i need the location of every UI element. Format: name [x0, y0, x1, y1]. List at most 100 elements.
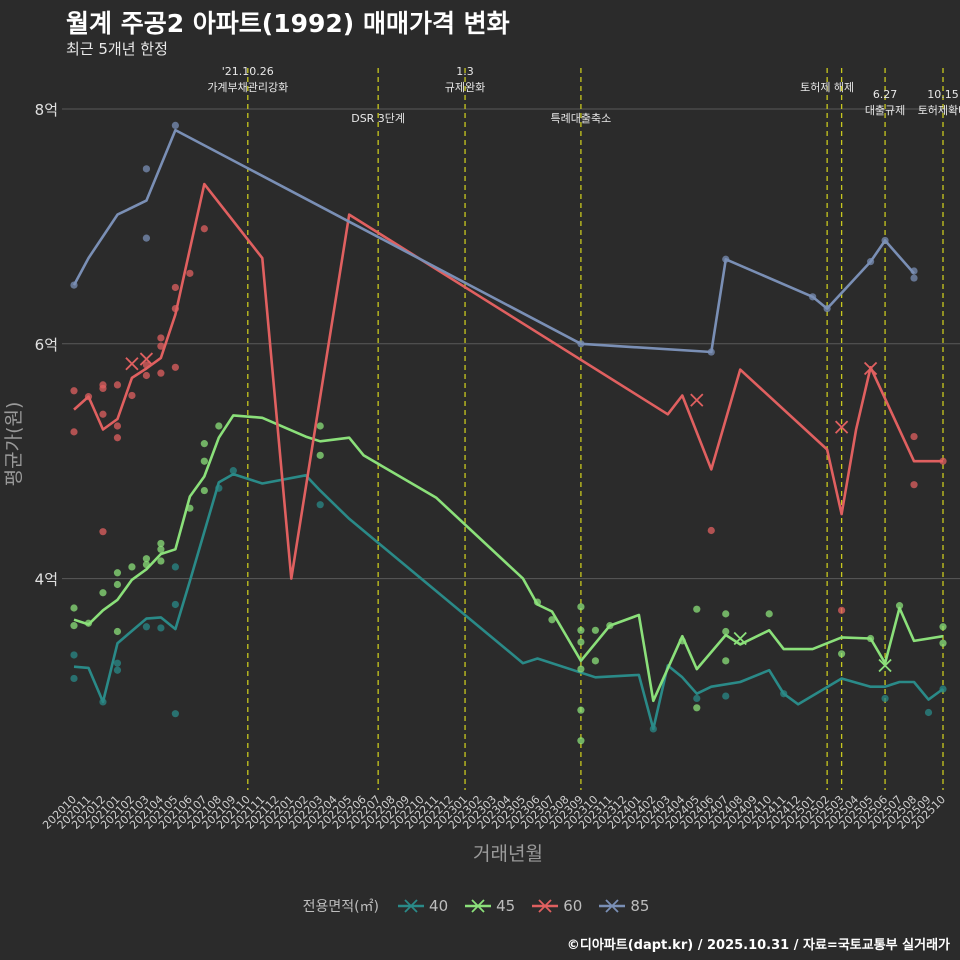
- data-point: [113, 381, 122, 389]
- series-line: [73, 472, 944, 731]
- data-point: [707, 526, 715, 535]
- legend-swatch-icon: [398, 899, 425, 913]
- legend: 전용면적(㎡) 40 45 60 85: [0, 896, 960, 916]
- data-point: [591, 626, 600, 634]
- data-point: [70, 387, 78, 395]
- data-point: [591, 657, 600, 665]
- y-tick-label: 8억: [35, 101, 58, 119]
- y-tick-label: 6억: [35, 336, 58, 354]
- legend-swatch-icon: [599, 899, 626, 913]
- data-point: [113, 569, 122, 577]
- grid-lines: [62, 108, 960, 580]
- data-point: [171, 710, 179, 718]
- data-point: [229, 467, 237, 475]
- series-layer: [70, 121, 947, 745]
- x-axis-label: 거래년월: [473, 843, 543, 865]
- data-point: [113, 666, 122, 674]
- data-point: [577, 626, 585, 634]
- data-point: [186, 269, 194, 277]
- data-point: [895, 602, 904, 610]
- cancel-marker: [834, 420, 849, 434]
- legend-label: 40: [429, 897, 449, 915]
- data-point: [142, 234, 151, 242]
- y-tick-label: 4억: [35, 571, 58, 589]
- data-point: [910, 481, 918, 489]
- data-point: [316, 501, 324, 509]
- event-label: 가계부채관리강화: [207, 81, 288, 94]
- data-point: [128, 563, 136, 571]
- data-point: [99, 589, 107, 597]
- data-point: [910, 432, 918, 441]
- data-point: [99, 410, 107, 418]
- data-point: [157, 369, 165, 377]
- legend-items: 40 45 60 85: [389, 896, 657, 916]
- data-point: [200, 486, 208, 495]
- cancel-marker: [878, 658, 892, 673]
- data-point: [113, 580, 122, 589]
- data-point: [171, 283, 179, 292]
- event-label: 6.27: [873, 88, 898, 101]
- y-axis-label: 평균가(원): [3, 402, 25, 487]
- data-point: [99, 528, 107, 536]
- data-point: [142, 623, 151, 631]
- data-point: [924, 708, 933, 717]
- legend-title: 전용면적(㎡): [302, 899, 380, 915]
- data-point: [171, 121, 179, 130]
- data-point: [577, 665, 585, 673]
- legend-item-85: 85: [598, 896, 657, 916]
- data-point: [70, 428, 78, 436]
- event-label: 1.3: [456, 65, 474, 78]
- data-point: [765, 610, 773, 618]
- data-point: [157, 545, 165, 553]
- series-40: [70, 467, 947, 733]
- data-point: [200, 440, 208, 448]
- legend-item-40: 40: [397, 896, 456, 916]
- series-line: [73, 182, 943, 580]
- source-caption: ©디아파트(dapt.kr) / 2025.10.31 / 자료=국토교통부 실…: [566, 938, 950, 953]
- series-line: [72, 128, 915, 354]
- series-45: [70, 414, 947, 745]
- data-point: [577, 706, 585, 714]
- event-label: 대출규제: [865, 104, 905, 117]
- data-point: [157, 624, 165, 632]
- data-point: [142, 165, 151, 173]
- data-point: [157, 557, 165, 565]
- data-point: [577, 737, 585, 745]
- cancel-marker: [690, 393, 704, 407]
- data-point: [316, 451, 324, 459]
- chart-title: 월계 주공2 아파트(1992) 매매가격 변화: [66, 9, 510, 38]
- data-point: [577, 638, 585, 646]
- data-point: [939, 639, 947, 647]
- legend-item-60: 60: [531, 896, 590, 916]
- x-axis-ticks: 2020102020112020122021012021022021032021…: [40, 793, 948, 832]
- data-point: [215, 422, 223, 430]
- series-60: [70, 182, 947, 614]
- data-point: [157, 539, 165, 548]
- event-label: 특례대출축소: [551, 112, 612, 125]
- data-point: [881, 694, 889, 703]
- data-point: [113, 434, 122, 442]
- data-point: [910, 274, 918, 282]
- series-line: [73, 414, 944, 703]
- y-axis-ticks: 4억 6억 8억: [35, 101, 58, 589]
- data-point: [157, 334, 165, 342]
- data-point: [200, 457, 208, 465]
- legend-swatch-icon: [465, 899, 492, 913]
- data-point: [70, 604, 78, 612]
- cancel-marker: [733, 631, 747, 646]
- event-label: 토허제 해제: [800, 80, 854, 94]
- data-point: [70, 622, 78, 630]
- data-point: [548, 616, 556, 624]
- data-point: [722, 627, 730, 636]
- chart-subtitle: 최근 5개년 한정: [66, 40, 168, 58]
- cancel-marker: [139, 352, 154, 366]
- data-point: [128, 391, 136, 400]
- event-label: 규제완화: [445, 81, 485, 94]
- cancel-marker: [125, 357, 139, 371]
- legend-label: 85: [630, 897, 650, 915]
- data-point: [693, 694, 701, 703]
- event-label: 토허제확대: [918, 104, 960, 117]
- data-point: [200, 225, 208, 233]
